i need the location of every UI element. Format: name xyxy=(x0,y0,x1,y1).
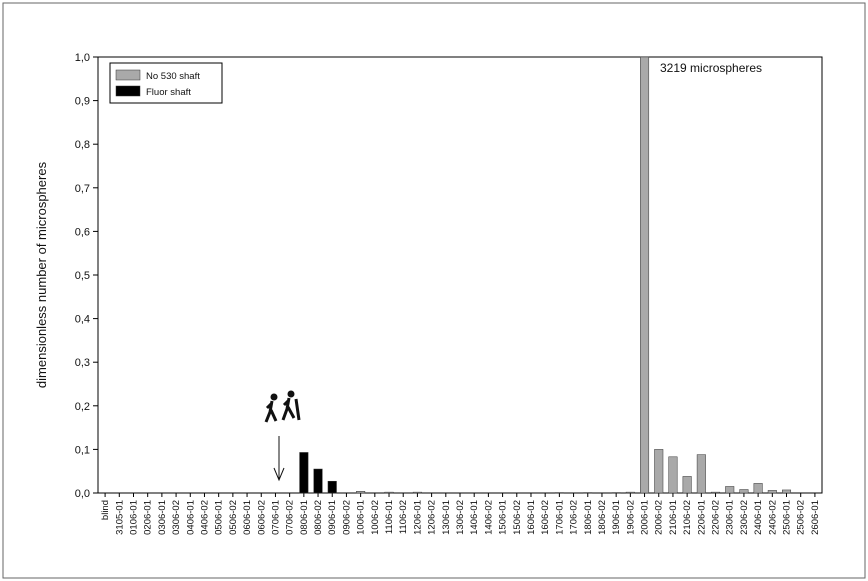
x-tick-label: 1106-01 xyxy=(384,500,395,534)
bar xyxy=(412,491,422,494)
x-tick-label: 1906-01 xyxy=(611,500,622,535)
bar xyxy=(767,490,777,494)
x-tick-label: 2606-01 xyxy=(810,500,821,535)
x-tick-label: 0906-01 xyxy=(327,500,338,535)
bar xyxy=(327,480,337,494)
y-tick-label: 0,9 xyxy=(75,96,90,108)
x-tick-label: 2206-02 xyxy=(711,500,722,535)
x-tick-label: 0406-02 xyxy=(199,500,210,535)
x-tick-label: 1406-01 xyxy=(469,500,480,535)
x-tick-label: 1706-02 xyxy=(569,500,580,535)
y-tick-label: 0,2 xyxy=(75,401,90,413)
plot-area xyxy=(97,56,823,494)
annotation: 3219 microspheres xyxy=(660,61,762,75)
x-tick-label: 2506-02 xyxy=(796,500,807,535)
y-tick-label: 0,7 xyxy=(75,183,90,195)
x-tick-label: 2106-02 xyxy=(682,500,693,535)
bar xyxy=(711,491,721,494)
bar xyxy=(753,483,763,494)
x-tick-label: 0206-01 xyxy=(143,500,154,535)
x-tick-label: 0506-01 xyxy=(214,500,225,535)
x-tick-label: 2106-01 xyxy=(668,500,679,535)
x-tick-label: 1606-02 xyxy=(540,500,551,535)
bar xyxy=(356,491,366,494)
hiker-icon xyxy=(264,390,301,423)
legend-swatch xyxy=(115,85,141,97)
bar xyxy=(725,486,735,494)
bar xyxy=(696,454,706,494)
x-tick-label: 2406-02 xyxy=(767,500,778,535)
x-tick-label: 0506-02 xyxy=(228,500,239,535)
x-tick-label: 1706-01 xyxy=(554,500,565,535)
x-tick-label: 0306-02 xyxy=(171,500,182,535)
x-tick-label: 1306-01 xyxy=(441,500,452,535)
x-tick-label: 0806-02 xyxy=(313,500,324,535)
x-tick-label: 2006-02 xyxy=(654,500,665,535)
x-tick-label: 0606-02 xyxy=(256,500,267,535)
y-tick-label: 0,6 xyxy=(75,226,90,238)
x-tick-label: 0706-01 xyxy=(270,500,281,535)
x-tick-label: 0806-01 xyxy=(299,500,310,535)
x-tick-label: 1606-01 xyxy=(526,500,537,535)
x-tick-label: 2506-01 xyxy=(782,500,793,535)
x-tick-label: 1806-01 xyxy=(583,500,594,535)
x-tick-label: 2306-01 xyxy=(725,500,736,535)
x-tick-label: blind xyxy=(100,500,111,520)
x-tick-label: 1106-02 xyxy=(398,500,409,534)
bar xyxy=(640,56,650,494)
x-tick-label: 2206-01 xyxy=(696,500,707,535)
x-tick-label: 0606-01 xyxy=(242,500,253,535)
bar xyxy=(782,489,792,494)
bar xyxy=(668,456,678,494)
legend-swatch xyxy=(115,69,141,81)
bar xyxy=(625,491,635,494)
x-tick-label: 0906-02 xyxy=(341,500,352,535)
bar xyxy=(654,449,664,494)
y-tick-label: 0,0 xyxy=(75,488,90,500)
bar xyxy=(682,476,692,494)
x-tick-label: 1406-02 xyxy=(483,500,494,535)
y-tick-label: 0,3 xyxy=(75,357,90,369)
x-tick-label: 1306-02 xyxy=(455,500,466,535)
x-tick-label: 3105-01 xyxy=(114,500,125,535)
x-tick-label: 1806-02 xyxy=(597,500,608,535)
y-tick-label: 0,5 xyxy=(75,270,90,282)
x-tick-label: 0306-01 xyxy=(157,500,168,535)
x-tick-label: 2306-02 xyxy=(739,500,750,535)
x-tick-label: 1906-02 xyxy=(625,500,636,535)
arrow xyxy=(273,436,285,482)
x-tick-label: 0706-02 xyxy=(285,500,296,535)
y-tick-label: 0,4 xyxy=(75,314,90,326)
legend-label: Fluor shaft xyxy=(146,87,191,98)
x-tick-label: 1206-01 xyxy=(412,500,423,535)
bar xyxy=(313,468,323,494)
x-tick-label: 1506-01 xyxy=(498,500,509,535)
legend-label: No 530 shaft xyxy=(146,71,200,82)
x-tick-label: 2006-01 xyxy=(640,500,651,535)
y-axis-label: dimensionless number of microspheres xyxy=(34,161,49,388)
bar xyxy=(384,491,394,494)
x-tick-label: 1006-02 xyxy=(370,500,381,535)
bar xyxy=(299,452,309,494)
y-tick-label: 1,0 xyxy=(75,52,90,64)
legend-box xyxy=(109,62,223,104)
bar xyxy=(739,489,749,494)
y-tick-label: 0,8 xyxy=(75,139,90,151)
x-tick-label: 1006-01 xyxy=(356,500,367,535)
y-tick-label: 0,1 xyxy=(75,444,90,456)
x-tick-label: 0406-01 xyxy=(185,500,196,535)
x-tick-label: 2406-01 xyxy=(753,500,764,535)
x-tick-label: 1506-02 xyxy=(512,500,523,535)
x-tick-label: 1206-02 xyxy=(427,500,438,535)
x-tick-label: 0106-01 xyxy=(128,500,139,535)
